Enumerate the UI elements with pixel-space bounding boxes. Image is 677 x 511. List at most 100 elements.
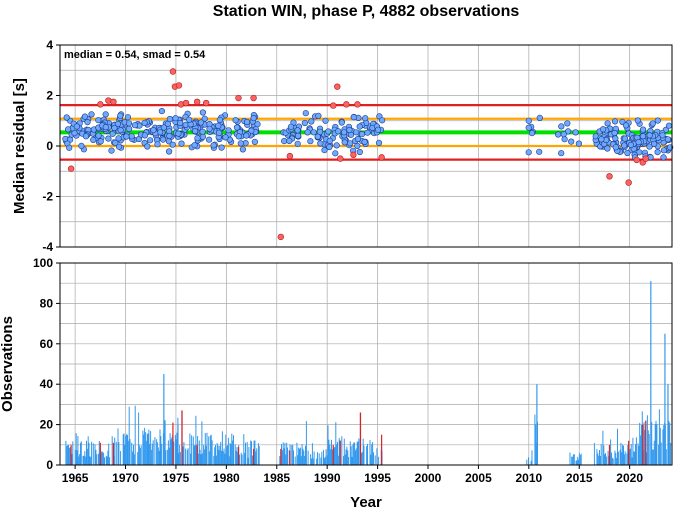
residual-point: [604, 145, 611, 152]
top-y-ticks: 4 2 0 -2 -4: [42, 38, 60, 254]
outlier-point: [606, 173, 613, 180]
x-axis-label: Year: [350, 494, 382, 511]
residual-point: [115, 143, 123, 150]
residual-point: [215, 122, 222, 129]
residual-point: [191, 142, 198, 149]
residual-point: [250, 114, 257, 122]
residual-point: [341, 129, 348, 136]
top-y-tick-label: 0: [46, 139, 53, 153]
residual-point: [316, 128, 324, 135]
residual-point: [362, 115, 369, 122]
residual-point: [338, 119, 345, 126]
residual-point: [90, 136, 97, 143]
residual-point: [166, 148, 173, 155]
residual-point: [243, 118, 251, 126]
residual-point: [528, 130, 536, 137]
stats-annotation: median = 0.54, smad = 0.54: [64, 49, 206, 61]
residual-point: [375, 139, 383, 146]
residual-point: [102, 124, 109, 131]
residual-point: [307, 138, 314, 145]
residual-point: [115, 135, 122, 142]
residual-point: [332, 150, 339, 157]
residual-point: [206, 136, 213, 143]
residual-point: [650, 140, 658, 147]
residual-point: [564, 128, 572, 135]
residual-points: [62, 68, 674, 241]
residual-point: [222, 134, 229, 141]
residual-point: [317, 140, 324, 147]
residual-point: [95, 117, 102, 124]
residual-point: [572, 129, 579, 136]
outlier-point: [67, 165, 75, 172]
residual-point: [239, 146, 246, 153]
residual-point: [564, 120, 571, 127]
outlier-point: [202, 99, 210, 107]
bottom-y-tick-label: 0: [46, 458, 53, 472]
residual-point: [361, 138, 368, 146]
bottom-y-tick-label: 40: [40, 377, 54, 391]
outlier-point: [378, 154, 385, 161]
residual-point: [150, 127, 157, 134]
bottom-y-tick-label: 80: [40, 296, 54, 310]
residual-point: [353, 129, 360, 136]
residual-point: [335, 128, 342, 135]
residual-point: [233, 124, 241, 131]
x-tick-label: 2005: [465, 471, 492, 485]
residual-point: [206, 125, 213, 132]
residual-point: [612, 135, 619, 142]
residual-point: [302, 110, 309, 117]
residual-point: [147, 137, 154, 144]
bottom-y-tick-label: 60: [40, 337, 54, 351]
residual-point: [308, 118, 315, 125]
residual-point: [73, 123, 80, 130]
residual-point: [375, 126, 382, 133]
residual-point: [63, 114, 70, 121]
outlier-point: [642, 155, 649, 162]
observation-bars: [65, 281, 672, 465]
residual-point: [175, 130, 182, 137]
residual-point: [635, 139, 642, 146]
residual-point: [525, 124, 532, 131]
x-tick-label: 1985: [263, 471, 290, 485]
residual-point: [216, 116, 223, 123]
outlier-point: [193, 98, 201, 106]
x-tick-label: 2000: [415, 471, 442, 485]
residual-point: [192, 128, 199, 135]
residual-point: [636, 149, 643, 156]
residual-point: [295, 132, 302, 139]
residual-point: [112, 139, 119, 146]
residual-point: [624, 149, 631, 157]
residual-point: [78, 142, 85, 149]
residual-point: [84, 118, 91, 126]
residual-point: [194, 135, 201, 142]
residual-point: [304, 129, 311, 136]
bottom-y-tick-label: 20: [40, 418, 54, 432]
outlier-point: [334, 83, 341, 90]
top-y-tick-label: 2: [46, 89, 53, 103]
residual-point: [354, 135, 362, 143]
bottom-y-tick-label: 100: [33, 256, 53, 270]
residual-point: [131, 122, 139, 129]
residual-point: [237, 140, 244, 147]
residual-point: [310, 129, 317, 136]
residual-point: [621, 135, 629, 142]
outlier-point: [277, 233, 285, 241]
residual-point: [232, 117, 239, 124]
residual-point: [325, 128, 332, 135]
residual-point: [210, 142, 217, 149]
outlier-point: [350, 151, 357, 159]
x-tick-label: 1970: [112, 471, 139, 485]
residual-point: [649, 120, 656, 127]
residual-point: [141, 119, 148, 126]
residual-point: [664, 136, 672, 143]
residual-point: [124, 114, 131, 121]
outlier-point: [337, 155, 344, 162]
x-ticks: 1965 1970 1975 1980 1985 1990 1995 2000 2005 2010…: [62, 465, 643, 485]
residual-point: [558, 123, 565, 130]
residual-point: [665, 122, 673, 129]
residual-point: [364, 129, 371, 136]
residual-point: [536, 148, 543, 155]
residual-point: [218, 144, 225, 151]
bottom-panel-grid: [60, 263, 672, 465]
